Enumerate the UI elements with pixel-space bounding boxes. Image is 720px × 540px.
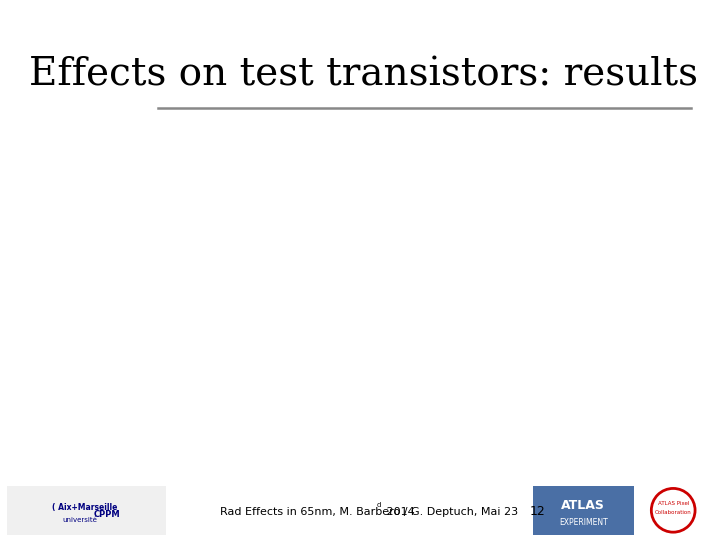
Text: EXPERIMENT: EXPERIMENT	[559, 518, 608, 527]
Text: ( Aix+Marseille: ( Aix+Marseille	[52, 503, 117, 512]
Text: 2014: 2014	[383, 507, 415, 517]
Text: ATLAS Pixel: ATLAS Pixel	[657, 501, 689, 505]
Text: université: université	[63, 517, 97, 523]
Text: Rad Effects in 65nm, M. Barbero / G. Deptuch, Mai 23: Rad Effects in 65nm, M. Barbero / G. Dep…	[220, 507, 518, 517]
Text: Collaboration: Collaboration	[654, 510, 692, 515]
Text: 12: 12	[529, 505, 545, 518]
Text: d: d	[377, 502, 382, 508]
Text: CPPM: CPPM	[94, 510, 120, 519]
Text: ATLAS: ATLAS	[562, 499, 605, 512]
Text: Effects on test transistors: results: Effects on test transistors: results	[29, 57, 698, 94]
